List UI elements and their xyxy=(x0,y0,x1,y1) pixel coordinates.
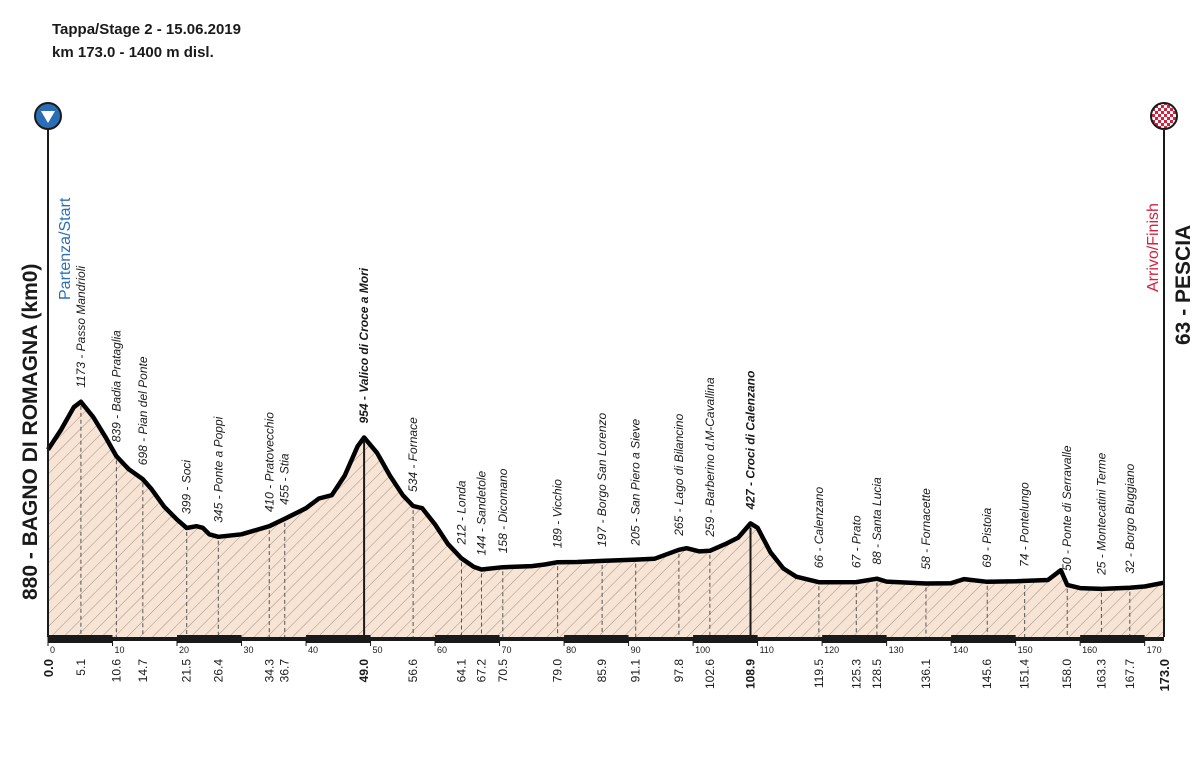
base-segment xyxy=(177,635,242,643)
waypoint-label: 534 - Fornace xyxy=(406,417,420,492)
x-tick-label: 160 xyxy=(1082,645,1097,655)
x-tick-label: 130 xyxy=(889,645,904,655)
x-tick-label: 100 xyxy=(695,645,710,655)
waypoint-label: 50 - Ponte di Serravalle xyxy=(1060,445,1074,571)
x-tick-label: 50 xyxy=(373,645,383,655)
x-tick-label: 140 xyxy=(953,645,968,655)
km-label: 5.1 xyxy=(74,659,88,676)
waypoint-label: 158 - Dicomano xyxy=(496,468,510,553)
subtitle: km 173.0 - 1400 m disl. xyxy=(52,44,214,61)
base-segment xyxy=(48,635,113,643)
waypoint-label: 88 - Santa Lucia xyxy=(870,477,884,565)
km-label: 26.4 xyxy=(211,659,225,683)
waypoint-label: 58 - Fornacette xyxy=(919,488,933,570)
x-tick-label: 10 xyxy=(115,645,125,655)
km-label: 173.0 xyxy=(1157,659,1172,692)
km-label: 70.5 xyxy=(496,659,510,683)
km-label: 119.5 xyxy=(812,659,826,688)
x-tick-label: 40 xyxy=(308,645,318,655)
waypoint-label: 67 - Prato xyxy=(849,515,863,568)
x-tick-label: 80 xyxy=(566,645,576,655)
km-label: 36.7 xyxy=(278,659,292,683)
km-label: 49.0 xyxy=(357,659,371,683)
waypoint-label: 74 - Pontelungo xyxy=(1018,482,1032,567)
km-label: 145.6 xyxy=(980,659,994,689)
km-label: 67.2 xyxy=(474,659,488,683)
x-tick-label: 110 xyxy=(760,645,774,655)
base-segment xyxy=(693,635,758,643)
x-tick-label: 0 xyxy=(50,645,55,655)
km-label: 56.6 xyxy=(406,659,420,683)
waypoint-label: 259 - Barberino d.M-Cavallina xyxy=(703,377,717,538)
x-tick-label: 30 xyxy=(244,645,254,655)
x-tick-label: 150 xyxy=(1018,645,1033,655)
km-label: 167.7 xyxy=(1123,659,1137,689)
km-label: 85.9 xyxy=(595,659,609,683)
waypoint-label: 144 - Sandetole xyxy=(474,470,488,555)
waypoint-label: 66 - Calenzano xyxy=(812,487,826,569)
waypoint-label: 427 - Croci di Calenzano xyxy=(743,371,757,511)
km-label: 158.0 xyxy=(1060,659,1074,689)
waypoint-label: 954 - Valico di Croce a Mori xyxy=(357,267,371,423)
km-label: 91.1 xyxy=(629,659,643,683)
km-label: 10.6 xyxy=(109,659,123,683)
km-label: 151.4 xyxy=(1018,659,1032,689)
km-label: 64.1 xyxy=(455,659,469,683)
start-name: 880 - BAGNO DI ROMAGNA (km0) xyxy=(19,264,42,600)
x-tick-label: 60 xyxy=(437,645,447,655)
base-segment xyxy=(822,635,887,643)
title: Tappa/Stage 2 - 15.06.2019 xyxy=(52,21,241,38)
finish-label: Arrivo/Finish xyxy=(1145,203,1162,292)
km-label: 97.8 xyxy=(672,659,686,683)
waypoint-label: 197 - Borgo San Lorenzo xyxy=(595,412,609,546)
x-tick-label: 20 xyxy=(179,645,189,655)
base-segment xyxy=(564,635,629,643)
finish-icon xyxy=(1150,102,1178,130)
waypoint-label: 839 - Badia Prataglia xyxy=(109,330,123,442)
waypoint-label: 69 - Pistoia xyxy=(980,507,994,567)
base-segment xyxy=(951,635,1016,643)
km-label: 108.9 xyxy=(743,659,757,689)
km-label: 102.6 xyxy=(703,659,717,689)
km-label: 34.3 xyxy=(262,659,276,683)
profile-hatch xyxy=(48,401,1164,637)
base-segment xyxy=(435,635,500,643)
waypoint-label: 399 - Soci xyxy=(180,460,194,514)
waypoint-label: 698 - Pian del Ponte xyxy=(136,356,150,465)
waypoint-label: 189 - Vicchio xyxy=(551,479,565,548)
km-label: 128.5 xyxy=(870,659,884,689)
x-tick-label: 120 xyxy=(824,645,839,655)
profile-line xyxy=(46,399,1165,592)
waypoint-label: 25 - Montecatini Terme xyxy=(1094,452,1108,576)
km-label: 79.0 xyxy=(551,659,565,683)
x-tick-label: 170 xyxy=(1147,645,1162,655)
waypoint-label: 1173 - Passo Mandrioli xyxy=(74,266,88,388)
finish-name: 63 - PESCIA xyxy=(1172,225,1195,345)
km-label: 14.7 xyxy=(136,659,150,683)
plot: 1173 - Passo Mandrioli 5.1 839 - Badia Pra… xyxy=(41,130,1172,692)
x-tick-label: 90 xyxy=(631,645,641,655)
km-label: 136.1 xyxy=(919,659,933,689)
waypoint-label: 455 - Stia xyxy=(278,453,292,505)
start-arrow xyxy=(41,111,55,123)
waypoint-label: 32 - Borgo Buggiano xyxy=(1123,463,1137,573)
waypoint-label: 410 - Pratovecchio xyxy=(262,412,276,512)
waypoint-label: 265 - Lago di Bilancino xyxy=(672,413,686,536)
waypoint-label: 345 - Ponte a Poppi xyxy=(211,416,225,522)
km-label: 0.0 xyxy=(41,659,56,677)
waypoint-label: 212 - Londa xyxy=(455,480,469,545)
waypoint-label: 205 - San Piero a Sieve xyxy=(629,419,643,547)
km-label: 21.5 xyxy=(180,659,194,683)
base-segment xyxy=(306,635,371,643)
start-label: Partenza/Start xyxy=(57,197,74,300)
km-label: 125.3 xyxy=(849,659,863,689)
x-tick-label: 70 xyxy=(502,645,512,655)
base-segment xyxy=(1080,635,1145,643)
km-label: 163.3 xyxy=(1094,659,1108,689)
